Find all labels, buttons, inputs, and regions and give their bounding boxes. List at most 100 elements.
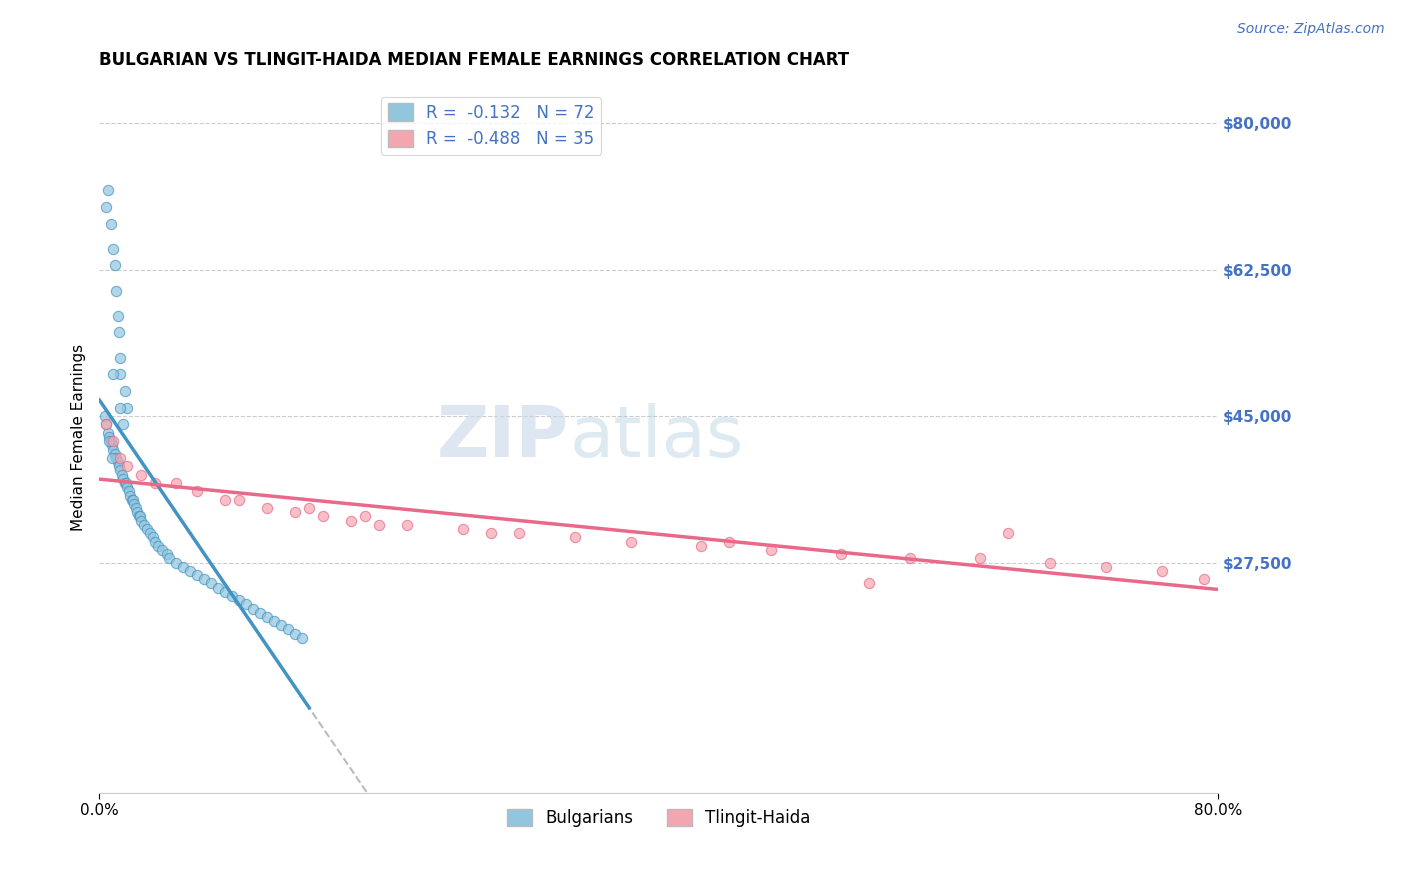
- Point: [969, 551, 991, 566]
- Point: [134, 517, 156, 532]
- Point: [129, 509, 152, 524]
- Point: [139, 526, 162, 541]
- Point: [105, 284, 128, 298]
- Point: [97, 183, 120, 197]
- Point: [146, 539, 169, 553]
- Point: [107, 455, 129, 469]
- Point: [1152, 564, 1174, 578]
- Point: [759, 543, 782, 558]
- Point: [256, 610, 278, 624]
- Point: [186, 484, 208, 499]
- Point: [228, 593, 250, 607]
- Point: [858, 576, 880, 591]
- Point: [249, 606, 271, 620]
- Point: [101, 450, 124, 465]
- Point: [114, 476, 136, 491]
- Point: [107, 309, 129, 323]
- Point: [479, 526, 502, 541]
- Point: [128, 509, 150, 524]
- Point: [127, 505, 149, 519]
- Point: [508, 526, 530, 541]
- Point: [214, 584, 236, 599]
- Point: [121, 492, 143, 507]
- Point: [900, 551, 922, 566]
- Point: [221, 589, 243, 603]
- Point: [179, 564, 201, 578]
- Point: [117, 459, 139, 474]
- Point: [228, 492, 250, 507]
- Y-axis label: Median Female Earnings: Median Female Earnings: [72, 343, 86, 531]
- Point: [1039, 556, 1062, 570]
- Point: [94, 409, 117, 423]
- Point: [131, 467, 153, 482]
- Point: [96, 200, 118, 214]
- Point: [207, 581, 229, 595]
- Point: [284, 626, 307, 640]
- Point: [122, 492, 145, 507]
- Point: [830, 547, 852, 561]
- Point: [104, 259, 127, 273]
- Point: [110, 463, 132, 477]
- Point: [717, 534, 740, 549]
- Text: ZIP: ZIP: [437, 402, 569, 472]
- Point: [131, 514, 153, 528]
- Point: [242, 601, 264, 615]
- Text: Source: ZipAtlas.com: Source: ZipAtlas.com: [1237, 22, 1385, 37]
- Point: [103, 242, 125, 256]
- Legend: Bulgarians, Tlingit-Haida: Bulgarians, Tlingit-Haida: [501, 803, 817, 834]
- Point: [108, 459, 131, 474]
- Point: [124, 497, 146, 511]
- Point: [396, 517, 419, 532]
- Point: [193, 572, 215, 586]
- Text: BULGARIAN VS TLINGIT-HAIDA MEDIAN FEMALE EARNINGS CORRELATION CHART: BULGARIAN VS TLINGIT-HAIDA MEDIAN FEMALE…: [100, 51, 849, 69]
- Point: [368, 517, 391, 532]
- Point: [117, 401, 139, 415]
- Point: [105, 450, 128, 465]
- Point: [298, 501, 321, 516]
- Point: [277, 623, 299, 637]
- Point: [270, 618, 292, 632]
- Point: [112, 472, 135, 486]
- Point: [291, 631, 314, 645]
- Point: [145, 534, 167, 549]
- Point: [1192, 572, 1215, 586]
- Point: [103, 434, 125, 449]
- Point: [451, 522, 474, 536]
- Point: [103, 442, 125, 457]
- Point: [110, 450, 132, 465]
- Point: [150, 543, 173, 558]
- Point: [120, 489, 142, 503]
- Point: [108, 326, 131, 340]
- Point: [155, 547, 177, 561]
- Point: [112, 417, 135, 432]
- Point: [110, 368, 132, 382]
- Point: [97, 425, 120, 440]
- Point: [98, 430, 121, 444]
- Point: [103, 368, 125, 382]
- Point: [110, 351, 132, 365]
- Point: [263, 614, 285, 628]
- Point: [101, 438, 124, 452]
- Point: [312, 509, 335, 524]
- Point: [118, 484, 141, 499]
- Point: [114, 384, 136, 398]
- Point: [564, 530, 586, 544]
- Point: [110, 401, 132, 415]
- Point: [284, 505, 307, 519]
- Point: [1095, 559, 1118, 574]
- Point: [111, 467, 134, 482]
- Point: [186, 568, 208, 582]
- Point: [96, 417, 118, 432]
- Point: [620, 534, 643, 549]
- Point: [214, 492, 236, 507]
- Point: [125, 501, 148, 516]
- Point: [256, 501, 278, 516]
- Point: [100, 217, 122, 231]
- Point: [200, 576, 222, 591]
- Text: atlas: atlas: [569, 402, 744, 472]
- Point: [340, 514, 363, 528]
- Point: [136, 522, 159, 536]
- Point: [115, 476, 138, 491]
- Point: [689, 539, 711, 553]
- Point: [997, 526, 1019, 541]
